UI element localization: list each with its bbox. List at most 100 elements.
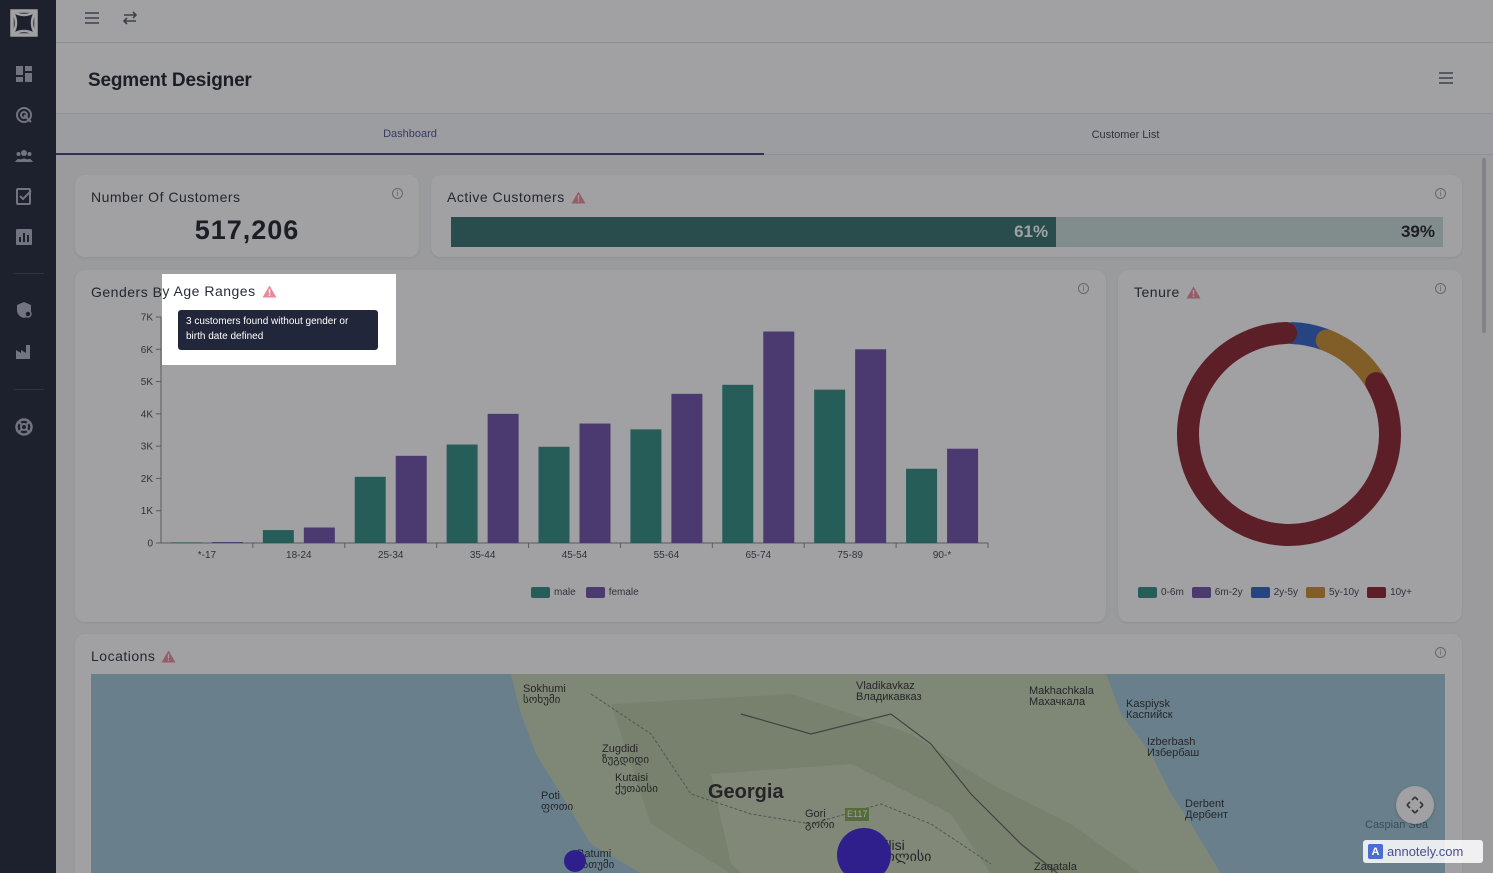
y-tick-label: 6K [141,345,154,356]
legend-label-female: female [608,587,639,598]
page-title: Segment Designer [88,70,252,91]
donut-slice-5y-10y[interactable] [1315,329,1386,392]
bar-female[interactable] [579,423,611,543]
page-header: Segment Designer [56,43,1493,114]
annotely-logo-icon: A [1368,844,1383,859]
checklist-icon[interactable] [15,187,33,205]
lifebuoy-icon[interactable] [15,418,33,436]
dashboard-icon[interactable] [15,65,33,83]
bar-male[interactable] [446,444,478,543]
tab-customer-list[interactable]: Customer List [1091,128,1160,141]
legend-item-6m-2y[interactable]: 6m-2y [1191,587,1243,598]
y-tick-label: 3K [141,442,154,453]
bar-female[interactable] [487,413,519,543]
map-label: Derbent Дербент [1185,798,1229,821]
bar-female[interactable] [395,455,427,543]
tenure-donut-chart [1177,322,1401,546]
bar-female[interactable] [763,331,795,543]
active-segment[interactable]: 61% [451,217,1057,247]
people-icon[interactable] [15,147,33,165]
legend-label: 0-6m [1161,587,1184,598]
map-label: Zugdidi ზუგდიდი [602,743,650,766]
legend-swatch [1250,587,1270,598]
bar-male[interactable] [170,542,202,543]
legend-label: 10y+ [1390,587,1413,598]
active-customers-card: Active Customers i 61% 39% [431,175,1462,257]
locations-map[interactable]: Sokhumi სოხუმი Vladikavkaz Владикавказ M… [91,674,1445,873]
info-icon[interactable]: i [1435,283,1446,294]
map-fullscreen-button[interactable] [1396,786,1434,824]
bar-female[interactable] [947,448,979,543]
warning-icon[interactable] [571,191,586,204]
factory-icon[interactable] [15,342,33,360]
map-country-label: Georgia [708,781,784,803]
x-tick-label: 25-34 [378,550,404,561]
legend-item-5y-10y[interactable]: 5y-10y [1306,587,1359,598]
legend-item-female[interactable]: female [585,587,639,598]
swap-arrows-icon[interactable] [121,9,139,27]
map-label: Gori გორი [805,808,835,831]
info-icon[interactable]: i [1435,188,1446,199]
bar-female[interactable] [211,542,243,543]
watermark: A annotely.com [1363,840,1483,863]
bar-male[interactable] [354,476,386,543]
donut-legend: 0-6m 6m-2y 2y-5y 5y-10y 10y+ [1138,587,1412,598]
warning-icon[interactable] [262,285,277,298]
bar-male[interactable] [906,468,938,543]
sidebar-divider [14,389,44,390]
warning-icon[interactable] [1186,286,1201,299]
map-label: Sokhumi სოხუმი [523,683,566,706]
legend-swatch [1138,587,1157,598]
target-icon[interactable] [15,106,33,124]
logo-icon[interactable] [10,9,38,37]
active-customers-title: Active Customers [447,189,565,205]
bar-female[interactable] [855,349,887,543]
legend-label: 2y-5y [1273,587,1299,598]
inactive-segment[interactable]: 39% [1056,217,1443,247]
bar-male[interactable] [814,389,846,543]
genders-title: Genders By Age Ranges [162,283,256,299]
map-label: Makhachkala Махачкала [1029,685,1094,708]
scrollbar[interactable] [1482,158,1486,333]
map-cluster-marker[interactable] [837,828,891,873]
legend-item-2y-5y[interactable]: 2y-5y [1250,587,1299,598]
bar-male[interactable] [630,429,662,543]
legend-item-male[interactable]: male [531,587,576,598]
legend-label: 5y-10y [1329,587,1360,598]
map-label: Zaqatala [1034,861,1077,873]
hamburger-icon[interactable] [83,9,101,27]
x-tick-label: 90-* [933,550,951,561]
legend-item-10y+[interactable]: 10y+ [1367,587,1412,598]
gender-age-bar-chart: 0 1K 2K 3K 4K 5K 6K 7K *-17 18-24 25-34 35-44 45-54 5… [141,313,989,561]
report-chart-icon[interactable] [15,228,33,246]
shield-settings-icon[interactable] [15,301,33,319]
map-label: Kaspiysk Каспийск [1126,698,1173,721]
card-title: Tenure [1134,284,1201,300]
customers-card: Number Of Customers i 517,206 [75,175,419,257]
customer-count: 517,206 [194,215,300,245]
bar-female[interactable] [303,527,335,543]
active-customers-bar: 61% 39% [451,217,1443,247]
menu-icon[interactable] [1438,71,1454,85]
card-title: Number Of Customers [91,189,241,205]
legend-item-0-6m[interactable]: 0-6m [1138,587,1184,598]
donut-slice-10y+[interactable] [1177,322,1401,546]
map-cluster-marker[interactable] [564,850,586,872]
bar-male[interactable] [722,384,754,543]
warning-icon[interactable] [161,650,176,663]
info-icon[interactable]: i [1078,283,1089,294]
tab-dashboard[interactable]: Dashboard [56,114,764,155]
y-tick-label: 2K [141,474,154,485]
info-icon[interactable]: i [392,188,403,199]
map-sea-label: Caspian Sea [1365,819,1428,831]
y-tick-label: 1K [141,506,154,517]
map-terrain [511,674,1221,873]
bar-male[interactable] [262,530,294,543]
info-icon[interactable]: i [1435,647,1446,658]
map-label: Vladikavkaz Владикавказ [856,680,922,703]
legend-swatch [1306,587,1326,598]
map-label: Poti ფოთი [541,790,574,813]
bar-male[interactable] [538,446,570,543]
bar-female[interactable] [671,393,703,543]
x-tick-label: 18-24 [286,550,312,561]
